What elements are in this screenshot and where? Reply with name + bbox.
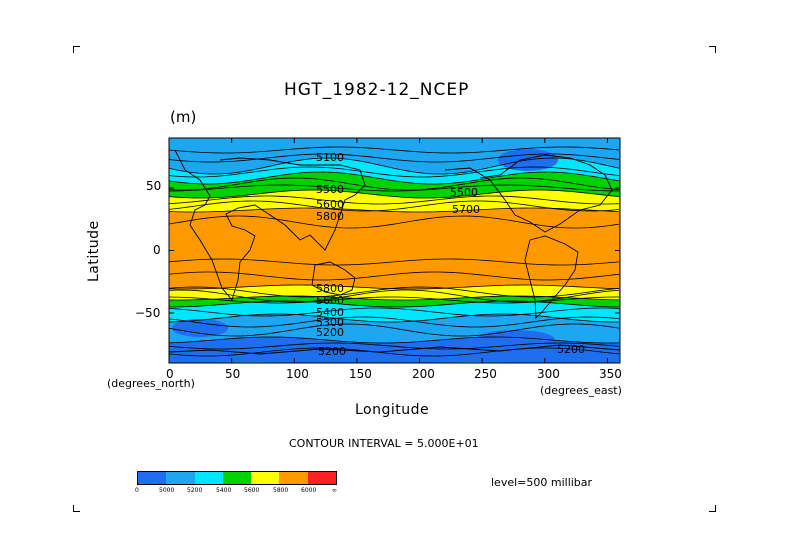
x-tick-label: 350 (599, 367, 622, 381)
colorbar-label: 0 (135, 487, 139, 494)
colorbar-swatch (138, 472, 167, 484)
contour-line (169, 284, 620, 290)
contour-label: 5200 (316, 326, 344, 339)
colorbar-label: ∞ (332, 487, 337, 494)
contour-label: 5300 (316, 316, 344, 329)
contour-line (169, 342, 620, 350)
contour-interval-note: CONTOUR INTERVAL = 5.000E+01 (289, 437, 479, 450)
contour-label: 5200 (318, 345, 346, 358)
contour-line (169, 300, 620, 308)
contour-label: 5600 (316, 198, 344, 211)
contour-label: 5500 (316, 183, 344, 196)
x-tick-label: 150 (349, 367, 372, 381)
y-units-note: (degrees_north) (107, 377, 195, 390)
contour-line (169, 195, 620, 205)
contour-line (169, 336, 620, 344)
contour-line (169, 207, 620, 213)
colorbar-swatch (194, 472, 223, 484)
colorbar (137, 471, 337, 485)
contour-label: 5600 (316, 294, 344, 307)
map-title: HGT_1982-12_NCEP (284, 80, 470, 100)
coastline-north-america (444, 154, 613, 233)
x-tick-label: 0 (166, 367, 174, 381)
filled-contour-bands (169, 138, 620, 363)
level-note: level=500 millibar (491, 476, 593, 489)
crop-mark-bottom-right (709, 505, 716, 512)
contour-line (169, 184, 620, 192)
contour-line (169, 296, 620, 304)
contour-line (169, 171, 620, 185)
units-label: (m) (170, 108, 197, 126)
contour-label: 5700 (452, 203, 480, 216)
contour-line (169, 258, 620, 266)
contour-line (169, 146, 620, 154)
crop-mark-bottom-left (73, 505, 80, 512)
coastline-asia (219, 157, 366, 251)
contour-label: 5400 (316, 306, 344, 319)
x-tick-label: 50 (225, 367, 241, 381)
coastline-antarctica (169, 344, 620, 355)
colorbar-label: 5200 (187, 487, 203, 494)
colorbar-label: 5600 (244, 487, 260, 494)
colorbar-swatch (307, 472, 336, 484)
colorbar-swatch (222, 472, 252, 484)
coastline-europe-africa (174, 149, 256, 301)
contour-label: 5800 (316, 210, 344, 223)
y-axis-title: Latitude (86, 220, 102, 282)
contour-line (169, 295, 620, 301)
contour-label: 5500 (450, 186, 478, 199)
contour-line (169, 316, 620, 328)
contour-line (169, 200, 620, 212)
colorbar-label: 5000 (159, 487, 175, 494)
x-tick-label: 250 (474, 367, 497, 381)
y-tick-label: −50 (135, 306, 161, 320)
contour-line (169, 347, 620, 357)
colorbar-label: 5800 (273, 487, 289, 494)
x-tick-label: 100 (286, 367, 309, 381)
colorbar-label: 5400 (216, 487, 232, 494)
contour-line (169, 271, 620, 281)
colorbar-swatch (166, 472, 195, 484)
contour-label: 5200 (557, 343, 585, 356)
y-tick-label: 0 (153, 243, 161, 257)
contour-label: 5800 (316, 282, 344, 295)
y-tick-label: 50 (146, 179, 162, 193)
colorbar-swatch (279, 472, 308, 484)
x-tick-label: 200 (412, 367, 435, 381)
crop-mark-top-left (73, 46, 80, 53)
contour-line (169, 153, 620, 163)
contour-line (169, 177, 620, 191)
coastline-south-america (524, 235, 579, 320)
contour-line (169, 157, 620, 175)
x-units-note: (degrees_east) (540, 384, 622, 397)
contour-line (169, 166, 620, 178)
colorbar-label: 6000 (301, 487, 317, 494)
crop-mark-top-right (709, 46, 716, 53)
x-axis-title: Longitude (355, 402, 430, 418)
x-tick-label: 300 (537, 367, 560, 381)
contour-line (169, 323, 620, 337)
contour-line (169, 189, 620, 199)
coastline-australia (311, 261, 356, 296)
colorbar-swatch (251, 472, 280, 484)
contour-line (169, 313, 620, 323)
contour-line (169, 215, 620, 229)
contour-label: 5100 (316, 151, 344, 164)
